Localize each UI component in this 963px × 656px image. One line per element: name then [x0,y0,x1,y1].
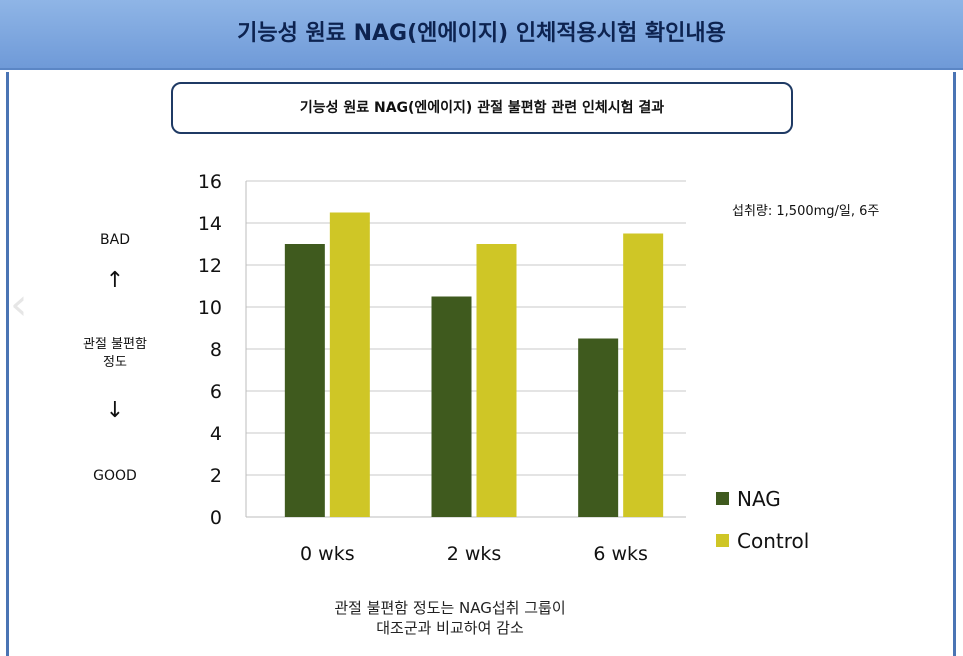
x-tick-label: 0 wks [300,543,355,565]
y-tick-label: 12 [198,255,222,277]
x-tick-label: 2 wks [447,543,502,565]
header-bar [0,0,963,70]
legend-swatch [716,534,729,547]
caption-line2: 대조군과 비교하여 감소 [376,619,524,637]
chevron-left-icon[interactable]: ‹ [10,279,28,330]
arrow-up-icon: ↑ [105,268,125,293]
chart-caption: 관절 불편함 정도는 NAG섭취 그룹이 대조군과 비교하여 감소 [250,598,650,638]
bar-control [623,233,664,517]
legend-label: Control [737,529,809,553]
axis-meaning-label: 관절 불편함 정도 [58,336,172,372]
bad-label: BAD [100,232,130,248]
bar-control [476,244,517,517]
legend-label: NAG [737,487,781,511]
y-tick-label: 0 [210,507,222,529]
x-tick-label: 6 wks [593,543,648,565]
y-tick-label: 6 [210,381,222,403]
page-title: 기능성 원료 NAG(엔에이지) 인체적용시험 확인내용 [237,21,726,46]
bar-nag [284,244,325,517]
y-tick-label: 16 [198,171,222,193]
axis-meaning-line2: 정도 [103,355,127,370]
y-tick-label: 4 [210,423,222,445]
bar-nag [578,338,619,517]
y-tick-label: 14 [198,213,222,235]
y-tick-label: 8 [210,339,222,361]
bar-nag [431,296,472,517]
caption-line1: 관절 불편함 정도는 NAG섭취 그룹이 [334,599,566,617]
axis-meaning-line1: 관절 불편함 [83,337,147,352]
y-tick-label: 10 [198,297,222,319]
y-tick-label: 2 [210,465,222,487]
bar-control [329,212,370,517]
arrow-down-icon: ↓ [105,398,125,423]
dose-note: 섭취량: 1,500mg/일, 6주 [732,204,880,219]
legend-swatch [716,492,729,505]
good-label: GOOD [93,468,137,484]
chart-subtitle: 기능성 원료 NAG(엔에이지) 관절 불편함 관련 인체시험 결과 [171,82,793,134]
